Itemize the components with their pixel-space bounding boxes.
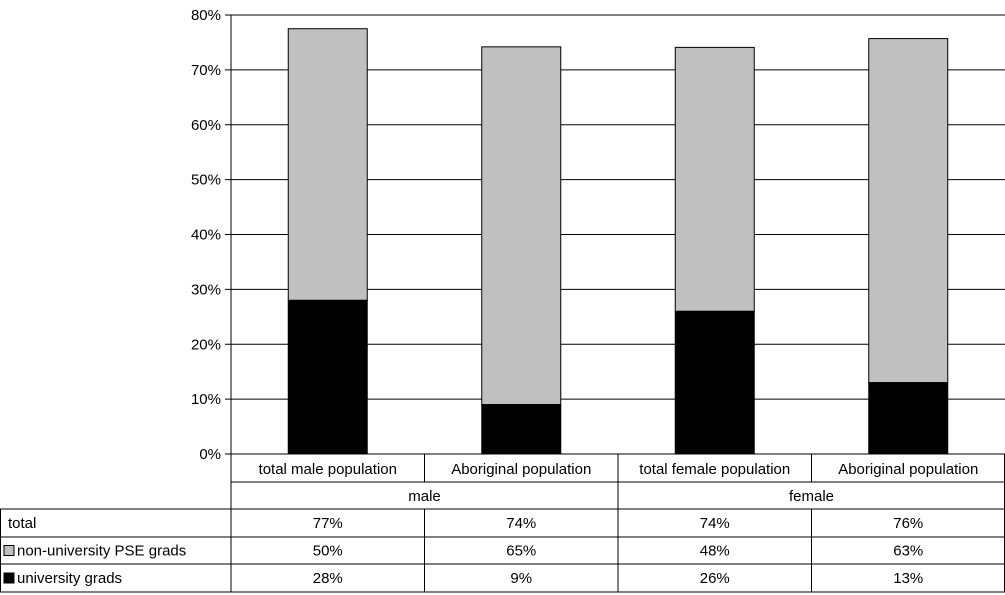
- bar-university-grads: [868, 382, 949, 455]
- bar-non-university-pse-grads: [674, 46, 755, 312]
- y-tick-label: 30%: [191, 281, 221, 298]
- data-label: 65%: [506, 543, 536, 560]
- group-label: female: [789, 488, 834, 505]
- data-label: 13%: [893, 570, 923, 587]
- legend-swatch-non-university: [3, 545, 15, 556]
- data-label: 74%: [700, 515, 730, 532]
- data-label: 28%: [313, 570, 343, 587]
- data-label: 63%: [893, 543, 923, 560]
- data-label: 76%: [893, 515, 923, 532]
- row-header-university: university grads: [17, 570, 122, 587]
- bar-non-university-pse-grads: [868, 38, 949, 384]
- data-label: 77%: [313, 515, 343, 532]
- y-tick-label: 10%: [191, 391, 221, 408]
- bar-non-university-pse-grads: [287, 28, 368, 301]
- y-tick-label: 80%: [191, 7, 221, 24]
- bar-non-university-pse-grads: [481, 46, 562, 406]
- row-header-non-university: non-university PSE grads: [17, 543, 186, 560]
- y-tick-label: 50%: [191, 172, 221, 189]
- bar-university-grads: [674, 310, 755, 455]
- y-tick-label: 60%: [191, 117, 221, 134]
- category-label: Aboriginal population: [838, 461, 978, 478]
- data-label: 74%: [506, 515, 536, 532]
- data-label: 50%: [313, 543, 343, 560]
- y-tick-label: 20%: [191, 336, 221, 353]
- legend-swatch-university: [3, 572, 15, 584]
- bar-university-grads: [287, 299, 368, 455]
- data-label: 26%: [700, 570, 730, 587]
- group-label: male: [408, 488, 441, 505]
- category-label: total male population: [259, 461, 397, 478]
- y-tick-label: 70%: [191, 62, 221, 79]
- y-tick-label: 0%: [199, 446, 221, 463]
- y-tick-label: 40%: [191, 227, 221, 244]
- row-header-totals: total: [8, 515, 36, 532]
- bar-university-grads: [481, 404, 562, 455]
- data-label: 9%: [510, 570, 532, 587]
- category-label: total female population: [639, 461, 790, 478]
- data-label: 48%: [700, 543, 730, 560]
- category-label: Aboriginal population: [451, 461, 591, 478]
